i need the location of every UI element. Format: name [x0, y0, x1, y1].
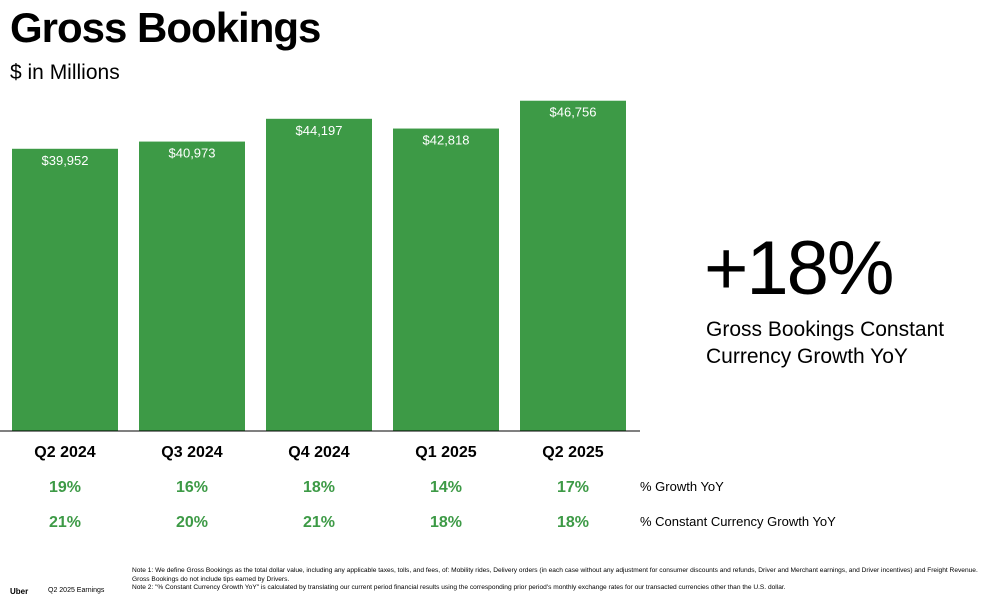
bar-q2-2024 [12, 148, 118, 431]
growth-yoy-value: 14% [430, 479, 462, 496]
growth-yoy-row-label: % Growth YoY [640, 479, 724, 494]
bar-q3-2024 [139, 141, 245, 431]
bar-value-label: $46,756 [550, 105, 597, 120]
footnote-2: Note 2: "% Constant Currency Growth YoY"… [132, 584, 786, 592]
bar-value-label: $40,973 [169, 146, 216, 161]
category-label: Q2 2024 [34, 444, 95, 461]
cc-growth-yoy-row-label: % Constant Currency Growth YoY [640, 514, 836, 529]
growth-yoy-value: 19% [49, 479, 81, 496]
category-label: Q4 2024 [288, 444, 349, 461]
bar-q2-2025 [520, 100, 626, 431]
category-label: Q1 2025 [415, 444, 476, 461]
highlight-label: Gross Bookings Constant Currency Growth … [706, 318, 945, 368]
page-title: Gross Bookings [10, 4, 321, 51]
category-label: Q2 2025 [542, 444, 603, 461]
cc-growth-yoy-value: 18% [430, 514, 462, 531]
bar-value-label: $42,818 [423, 133, 470, 148]
cc-growth-yoy-value: 18% [557, 514, 589, 531]
cc-growth-yoy-value: 21% [303, 514, 335, 531]
page-subtitle: $ in Millions [10, 61, 120, 84]
cc-growth-yoy-value: 21% [49, 514, 81, 531]
footnotes: Note 1: We define Gross Bookings as the … [132, 567, 984, 593]
footer-period: Q2 2025 Earnings [48, 587, 105, 594]
bar-value-label: $44,197 [296, 123, 343, 138]
bar-q4-2024 [266, 118, 372, 431]
footer-brand: Uber [10, 587, 29, 596]
footnote-1: Note 1: We define Gross Bookings as the … [132, 567, 978, 583]
bar-q1-2025 [393, 128, 499, 431]
growth-yoy-value: 18% [303, 479, 335, 496]
growth-yoy-value: 16% [176, 479, 208, 496]
bar-value-label: $39,952 [42, 153, 89, 168]
category-label: Q3 2024 [161, 444, 222, 461]
highlight-value: +18% [704, 226, 894, 311]
growth-yoy-value: 17% [557, 479, 589, 496]
cc-growth-yoy-value: 20% [176, 514, 208, 531]
